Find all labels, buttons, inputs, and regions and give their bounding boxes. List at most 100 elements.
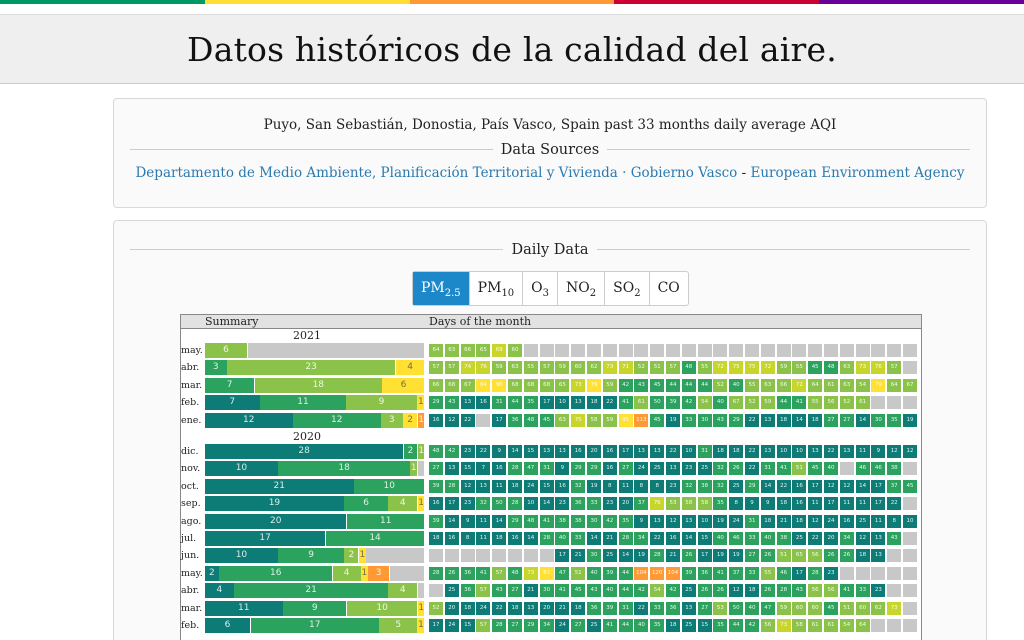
day-cell[interactable]: 21 bbox=[571, 549, 586, 563]
day-cell[interactable]: 25 bbox=[444, 584, 459, 598]
day-cell[interactable] bbox=[634, 344, 649, 357]
day-cell[interactable]: 59 bbox=[776, 361, 791, 375]
day-cell[interactable]: 22 bbox=[492, 601, 507, 615]
day-cell[interactable]: 14 bbox=[587, 532, 601, 545]
day-cell[interactable]: 25 bbox=[729, 479, 744, 493]
day-cell[interactable]: 41 bbox=[839, 584, 854, 598]
day-cell[interactable]: 19 bbox=[587, 479, 601, 493]
day-cell[interactable]: 18 bbox=[745, 584, 759, 598]
day-cell[interactable] bbox=[429, 584, 443, 598]
day-cell[interactable] bbox=[792, 344, 807, 357]
day-cell[interactable]: 44 bbox=[618, 619, 633, 632]
day-cell[interactable]: 38 bbox=[887, 462, 902, 476]
day-cell[interactable]: 35 bbox=[523, 396, 538, 410]
day-cell[interactable]: 55 bbox=[745, 378, 759, 392]
day-cell[interactable]: 27 bbox=[508, 584, 522, 598]
day-cell[interactable]: 8 bbox=[729, 497, 744, 511]
day-cell[interactable]: 50 bbox=[729, 601, 744, 615]
day-cell[interactable]: 36 bbox=[571, 497, 586, 511]
day-cell[interactable] bbox=[460, 549, 475, 563]
day-cell[interactable]: 22 bbox=[666, 445, 680, 458]
day-cell[interactable] bbox=[587, 344, 601, 357]
day-cell[interactable]: 18 bbox=[776, 497, 791, 511]
day-cell[interactable]: 40 bbox=[587, 566, 601, 580]
day-cell[interactable]: 68 bbox=[539, 378, 554, 392]
day-cell[interactable]: 64 bbox=[429, 344, 443, 357]
day-cell[interactable]: 22 bbox=[808, 532, 823, 545]
day-cell[interactable]: 55 bbox=[697, 361, 712, 375]
day-cell[interactable]: 62 bbox=[871, 601, 886, 615]
day-cell[interactable]: 30 bbox=[871, 413, 886, 427]
day-cell[interactable]: 29 bbox=[508, 514, 522, 528]
tab-pm25[interactable]: PM2.5 bbox=[413, 272, 470, 305]
day-cell[interactable]: 72 bbox=[713, 361, 728, 375]
day-cell[interactable]: 37 bbox=[887, 479, 902, 493]
day-cell[interactable]: 13 bbox=[523, 601, 538, 615]
day-cell[interactable]: 8 bbox=[460, 532, 475, 545]
day-cell[interactable] bbox=[871, 566, 886, 580]
day-cell[interactable]: 68 bbox=[444, 378, 459, 392]
day-cell[interactable]: 17 bbox=[697, 549, 712, 563]
day-cell[interactable]: 45 bbox=[650, 378, 665, 392]
day-cell[interactable]: 16 bbox=[602, 462, 617, 476]
day-cell[interactable]: 22 bbox=[650, 532, 665, 545]
day-cell[interactable]: 45 bbox=[808, 361, 823, 375]
day-cell[interactable] bbox=[555, 344, 570, 357]
day-cell[interactable] bbox=[903, 584, 917, 598]
day-cell[interactable]: 61 bbox=[824, 619, 838, 632]
day-cell[interactable]: 54 bbox=[697, 396, 712, 410]
day-cell[interactable]: 40 bbox=[824, 462, 838, 476]
day-cell[interactable]: 26 bbox=[713, 584, 728, 598]
day-cell[interactable]: 24 bbox=[824, 514, 838, 528]
day-cell[interactable]: 23 bbox=[681, 462, 696, 476]
day-cell[interactable]: 12 bbox=[808, 514, 823, 528]
day-cell[interactable]: 17 bbox=[539, 396, 554, 410]
day-cell[interactable]: 41 bbox=[713, 566, 728, 580]
day-cell[interactable]: 24 bbox=[729, 514, 744, 528]
day-cell[interactable] bbox=[476, 413, 491, 427]
day-cell[interactable]: 13 bbox=[681, 601, 696, 615]
day-cell[interactable]: 27 bbox=[571, 619, 586, 632]
day-cell[interactable]: 31 bbox=[745, 514, 759, 528]
day-cell[interactable]: 58 bbox=[792, 619, 807, 632]
day-cell[interactable]: 13 bbox=[460, 396, 475, 410]
day-cell[interactable]: 12 bbox=[444, 413, 459, 427]
day-cell[interactable]: 76 bbox=[476, 361, 491, 375]
day-cell[interactable]: 69 bbox=[492, 344, 507, 357]
day-cell[interactable]: 104 bbox=[666, 566, 680, 580]
day-cell[interactable]: 11 bbox=[476, 532, 491, 545]
day-cell[interactable]: 9 bbox=[871, 445, 886, 458]
day-cell[interactable]: 16 bbox=[492, 462, 507, 476]
day-cell[interactable]: 18 bbox=[587, 396, 601, 410]
day-cell[interactable]: 16 bbox=[508, 532, 522, 545]
day-cell[interactable]: 57 bbox=[539, 361, 554, 375]
day-cell[interactable]: 43 bbox=[587, 584, 601, 598]
day-cell[interactable]: 11 bbox=[476, 514, 491, 528]
day-cell[interactable]: 14 bbox=[444, 514, 459, 528]
day-cell[interactable]: 13 bbox=[681, 514, 696, 528]
day-cell[interactable]: 63 bbox=[508, 361, 522, 375]
day-cell[interactable] bbox=[903, 619, 917, 632]
day-cell[interactable]: 51 bbox=[776, 549, 791, 563]
day-cell[interactable]: 30 bbox=[587, 514, 601, 528]
day-cell[interactable]: 45 bbox=[808, 462, 823, 476]
day-cell[interactable]: 27 bbox=[745, 549, 759, 563]
day-cell[interactable]: 26 bbox=[760, 549, 775, 563]
day-cell[interactable] bbox=[887, 549, 902, 563]
day-cell[interactable]: 26 bbox=[444, 566, 459, 580]
day-cell[interactable]: 9 bbox=[492, 445, 507, 458]
day-cell[interactable]: 57 bbox=[492, 566, 507, 580]
day-cell[interactable]: 35 bbox=[713, 497, 728, 511]
day-cell[interactable]: 14 bbox=[618, 549, 633, 563]
day-cell[interactable]: 51 bbox=[792, 462, 807, 476]
day-cell[interactable]: 66 bbox=[429, 378, 443, 392]
day-cell[interactable]: 17 bbox=[618, 445, 633, 458]
day-cell[interactable]: 65 bbox=[476, 344, 491, 357]
day-cell[interactable] bbox=[839, 344, 854, 357]
day-cell[interactable]: 20 bbox=[824, 532, 838, 545]
day-cell[interactable]: 71 bbox=[618, 361, 633, 375]
day-cell[interactable]: 37 bbox=[729, 566, 744, 580]
day-cell[interactable]: 39 bbox=[602, 601, 617, 615]
tab-pm10[interactable]: PM10 bbox=[470, 272, 524, 305]
day-cell[interactable]: 55 bbox=[760, 566, 775, 580]
